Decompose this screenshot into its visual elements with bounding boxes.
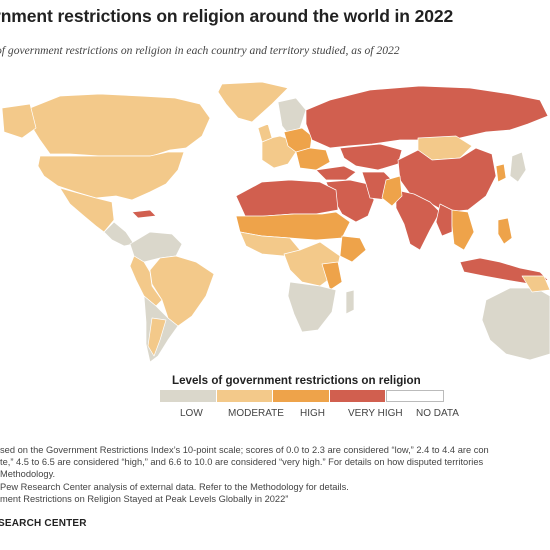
region-uk [257, 123, 273, 143]
region-turkey [315, 165, 357, 181]
legend-label-high: HIGH [300, 408, 325, 419]
region-korea [495, 163, 507, 183]
legend-swatch-no-data [386, 390, 444, 402]
region-scandinavia [277, 97, 307, 137]
legend-swatch-moderate [216, 390, 274, 402]
region-east-africa [321, 261, 343, 291]
region-peru-bolivia [129, 255, 163, 307]
region-alaska [1, 103, 37, 139]
region-russia [305, 85, 549, 149]
legend-label-low: LOW [180, 408, 203, 419]
region-australia [481, 287, 550, 361]
region-new-guinea [521, 275, 550, 293]
region-eastern-europe [295, 147, 331, 171]
region-greenland [217, 81, 289, 123]
legend-swatch-high [273, 390, 330, 402]
region-myanmar [435, 203, 453, 237]
notes: sed on the Government Restrictions Index… [0, 444, 550, 505]
source-footer: SEARCH CENTER [0, 518, 87, 529]
region-southern-africa [287, 281, 337, 333]
legend-label-very-high: VERY HIGH [348, 408, 403, 419]
region-kazakhstan [339, 143, 403, 171]
region-canada [29, 93, 211, 157]
legend-label-no-data: NO DATA [416, 408, 459, 419]
region-indochina [451, 209, 475, 251]
region-madagascar [345, 289, 355, 315]
legend-swatch-very-high [329, 390, 387, 402]
legend-swatch-low [160, 390, 217, 402]
chart-title: rnment restrictions on religion around t… [0, 6, 454, 26]
world-map [1, 81, 550, 363]
region-north-africa [235, 179, 339, 219]
note-line: sed on the Government Restrictions Index… [0, 445, 489, 455]
note-line: Pew Research Center analysis of external… [0, 481, 349, 492]
legend-bar [160, 390, 444, 402]
region-argentina [147, 317, 167, 357]
note-line: Methodology. [0, 469, 56, 480]
note-line: ment Restrictions on Religion Stayed at … [0, 493, 289, 504]
region-horn-africa [339, 235, 367, 263]
legend-label-moderate: MODERATE [228, 408, 284, 419]
region-india [395, 189, 441, 251]
region-pakistan [381, 175, 403, 207]
region-cuba [131, 209, 157, 219]
note-line: te,” 4.5 to 6.5 are considered “high,” a… [0, 457, 484, 468]
chart-subtitle: of government restrictions on religion i… [0, 44, 400, 57]
region-usa [37, 151, 185, 201]
legend-title: Levels of government restrictions on rel… [172, 374, 421, 387]
region-japan [509, 151, 527, 183]
region-philippines [497, 217, 513, 245]
